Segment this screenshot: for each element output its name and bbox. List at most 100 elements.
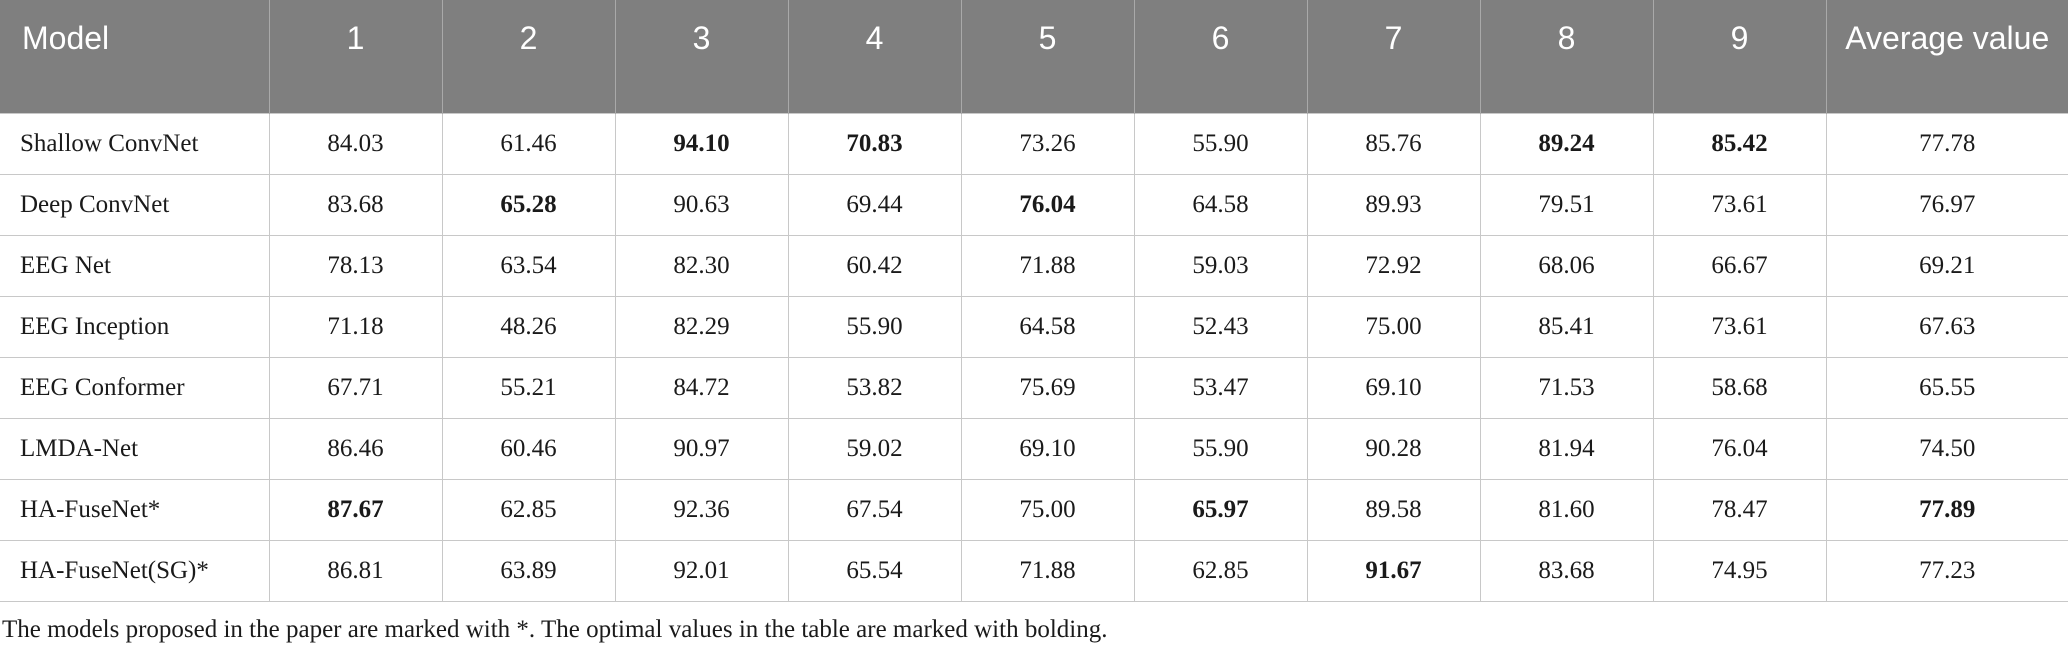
value-cell: 75.00 — [960, 478, 1135, 541]
model-name: Shallow ConvNet — [0, 112, 270, 175]
value-cell: 69.21 — [1825, 234, 2068, 297]
value-cell: 82.29 — [614, 295, 789, 358]
value-cell: 68.06 — [1479, 234, 1654, 297]
value-cell: 72.92 — [1306, 234, 1481, 297]
value-cell: 70.83 — [787, 112, 962, 175]
header-cell: 1 — [269, 0, 443, 113]
value-cell: 71.53 — [1479, 356, 1654, 419]
model-name: HA-FuseNet* — [0, 478, 270, 541]
value-cell: 59.02 — [787, 417, 962, 480]
value-cell: 69.10 — [1306, 356, 1481, 419]
value-cell: 85.76 — [1306, 112, 1481, 175]
value-cell: 74.50 — [1825, 417, 2068, 480]
value-cell: 64.58 — [960, 295, 1135, 358]
model-name: EEG Conformer — [0, 356, 270, 419]
header-cell: Model — [0, 0, 270, 113]
value-cell: 77.23 — [1825, 539, 2068, 602]
value-cell: 71.88 — [960, 234, 1135, 297]
value-cell: 64.58 — [1133, 173, 1308, 236]
header-cell: 8 — [1480, 0, 1654, 113]
header-cell: 7 — [1307, 0, 1481, 113]
model-name: Deep ConvNet — [0, 173, 270, 236]
value-cell: 55.90 — [787, 295, 962, 358]
value-cell: 73.61 — [1652, 173, 1827, 236]
value-cell: 63.54 — [441, 234, 616, 297]
value-cell: 65.97 — [1133, 478, 1308, 541]
model-name: EEG Inception — [0, 295, 270, 358]
header-cell: 2 — [442, 0, 616, 113]
header-cell: 5 — [961, 0, 1135, 113]
value-cell: 89.24 — [1479, 112, 1654, 175]
value-cell: 59.03 — [1133, 234, 1308, 297]
value-cell: 62.85 — [1133, 539, 1308, 602]
value-cell: 77.78 — [1825, 112, 2068, 175]
value-cell: 71.18 — [268, 295, 443, 358]
value-cell: 75.69 — [960, 356, 1135, 419]
value-cell: 86.81 — [268, 539, 443, 602]
table-row: LMDA-Net 86.46 60.46 90.97 59.02 69.10 55.90 90… — [0, 417, 2068, 480]
value-cell: 61.46 — [441, 112, 616, 175]
value-cell: 60.42 — [787, 234, 962, 297]
value-cell: 74.95 — [1652, 539, 1827, 602]
footnote: The models proposed in the paper are mar… — [2, 615, 1108, 643]
value-cell: 62.85 — [441, 478, 616, 541]
value-cell: 65.54 — [787, 539, 962, 602]
value-cell: 82.30 — [614, 234, 789, 297]
value-cell: 87.67 — [268, 478, 443, 541]
value-cell: 55.90 — [1133, 112, 1308, 175]
value-cell: 84.03 — [268, 112, 443, 175]
header-cell: 6 — [1134, 0, 1308, 113]
value-cell: 76.04 — [1652, 417, 1827, 480]
results-table: Model 1 2 3 4 5 6 7 8 9 Average value Shallow Conv… — [0, 0, 2068, 602]
model-name: LMDA-Net — [0, 417, 270, 480]
value-cell: 92.36 — [614, 478, 789, 541]
value-cell: 77.89 — [1825, 478, 2068, 541]
value-cell: 94.10 — [614, 112, 789, 175]
value-cell: 53.47 — [1133, 356, 1308, 419]
value-cell: 58.68 — [1652, 356, 1827, 419]
value-cell: 79.51 — [1479, 173, 1654, 236]
value-cell: 83.68 — [1479, 539, 1654, 602]
header-cell: 4 — [788, 0, 962, 113]
value-cell: 67.71 — [268, 356, 443, 419]
value-cell: 90.28 — [1306, 417, 1481, 480]
value-cell: 63.89 — [441, 539, 616, 602]
table-row: HA-FuseNet* 87.67 62.85 92.36 67.54 75.00 65.9… — [0, 478, 2068, 541]
header-cell: Average value — [1826, 0, 2068, 113]
table-row: EEG Inception 71.18 48.26 82.29 55.90 64.58 52… — [0, 295, 2068, 358]
value-cell: 76.04 — [960, 173, 1135, 236]
table-row: Shallow ConvNet 84.03 61.46 94.10 70.83 73.26… — [0, 112, 2068, 175]
value-cell: 48.26 — [441, 295, 616, 358]
model-name: HA-FuseNet(SG)* — [0, 539, 270, 602]
value-cell: 66.67 — [1652, 234, 1827, 297]
value-cell: 84.72 — [614, 356, 789, 419]
value-cell: 81.94 — [1479, 417, 1654, 480]
value-cell: 73.26 — [960, 112, 1135, 175]
value-cell: 55.90 — [1133, 417, 1308, 480]
value-cell: 65.55 — [1825, 356, 2068, 419]
value-cell: 78.47 — [1652, 478, 1827, 541]
value-cell: 89.58 — [1306, 478, 1481, 541]
value-cell: 69.10 — [960, 417, 1135, 480]
table-row: EEG Conformer 67.71 55.21 84.72 53.82 75.69 53… — [0, 356, 2068, 419]
value-cell: 90.97 — [614, 417, 789, 480]
value-cell: 75.00 — [1306, 295, 1481, 358]
value-cell: 67.54 — [787, 478, 962, 541]
table-row: EEG Net 78.13 63.54 82.30 60.42 71.88 59.03 72.… — [0, 234, 2068, 297]
value-cell: 71.88 — [960, 539, 1135, 602]
value-cell: 53.82 — [787, 356, 962, 419]
header-row: Model 1 2 3 4 5 6 7 8 9 Average value — [0, 0, 2068, 113]
value-cell: 55.21 — [441, 356, 616, 419]
value-cell: 85.41 — [1479, 295, 1654, 358]
table-row: HA-FuseNet(SG)* 86.81 63.89 92.01 65.54 71.88… — [0, 539, 2068, 602]
value-cell: 89.93 — [1306, 173, 1481, 236]
value-cell: 65.28 — [441, 173, 616, 236]
value-cell: 81.60 — [1479, 478, 1654, 541]
header-cell: 3 — [615, 0, 789, 113]
value-cell: 86.46 — [268, 417, 443, 480]
table-row: Deep ConvNet 83.68 65.28 90.63 69.44 76.04 64.… — [0, 173, 2068, 236]
value-cell: 83.68 — [268, 173, 443, 236]
value-cell: 67.63 — [1825, 295, 2068, 358]
header-cell: 9 — [1653, 0, 1827, 113]
